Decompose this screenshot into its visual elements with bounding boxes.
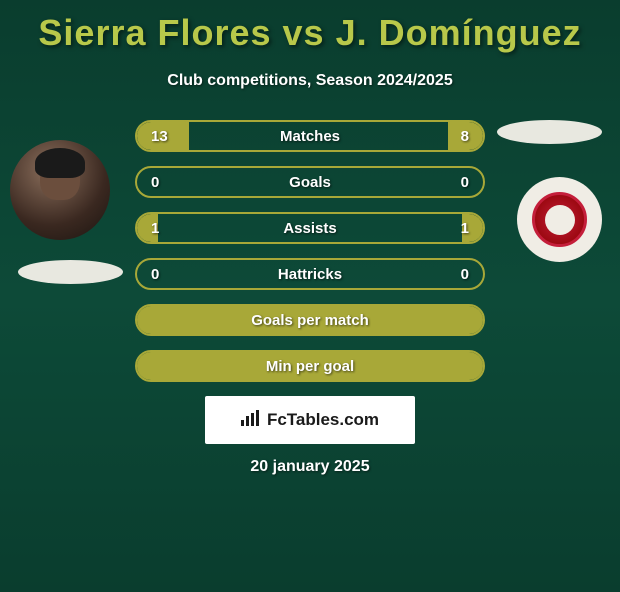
- stat-label: Goals per match: [251, 312, 369, 329]
- club-badge-inner: [532, 192, 587, 247]
- player-right-oval: [497, 120, 602, 144]
- brand-box[interactable]: FcTables.com: [205, 396, 415, 444]
- stat-row-goals: 0 Goals 0: [135, 166, 485, 198]
- stat-row-assists: 1 Assists 1: [135, 212, 485, 244]
- stat-rows-container: 13 Matches 8 0 Goals 0 1 Assists 1 0 Hat…: [135, 120, 485, 382]
- stat-value-left: 0: [151, 266, 159, 283]
- stat-value-left: 0: [151, 174, 159, 191]
- stat-row-hattricks: 0 Hattricks 0: [135, 258, 485, 290]
- stat-row-goals-per-match: Goals per match: [135, 304, 485, 336]
- stat-label: Goals: [289, 174, 331, 191]
- chart-icon: [241, 410, 261, 431]
- stat-value-right: 8: [461, 128, 469, 145]
- comparison-title: Sierra Flores vs J. Domínguez: [0, 12, 620, 54]
- player-left-club-oval: [18, 260, 123, 284]
- stat-value-right: 1: [461, 220, 469, 237]
- season-subtitle: Club competitions, Season 2024/2025: [0, 72, 620, 90]
- stat-label: Assists: [283, 220, 336, 237]
- comparison-content: 13 Matches 8 0 Goals 0 1 Assists 1 0 Hat…: [0, 120, 620, 476]
- stat-value-left: 1: [151, 220, 159, 237]
- stat-row-matches: 13 Matches 8: [135, 120, 485, 152]
- player-right-club-badge: [517, 177, 602, 262]
- stat-value-right: 0: [461, 174, 469, 191]
- stat-label: Hattricks: [278, 266, 342, 283]
- brand-text: FcTables.com: [267, 410, 379, 430]
- stat-label: Matches: [280, 128, 340, 145]
- player-left-avatar: [10, 140, 110, 240]
- stat-row-min-per-goal: Min per goal: [135, 350, 485, 382]
- stat-label: Min per goal: [266, 358, 354, 375]
- stat-value-right: 0: [461, 266, 469, 283]
- stat-value-left: 13: [151, 128, 168, 145]
- date-text: 20 january 2025: [0, 458, 620, 476]
